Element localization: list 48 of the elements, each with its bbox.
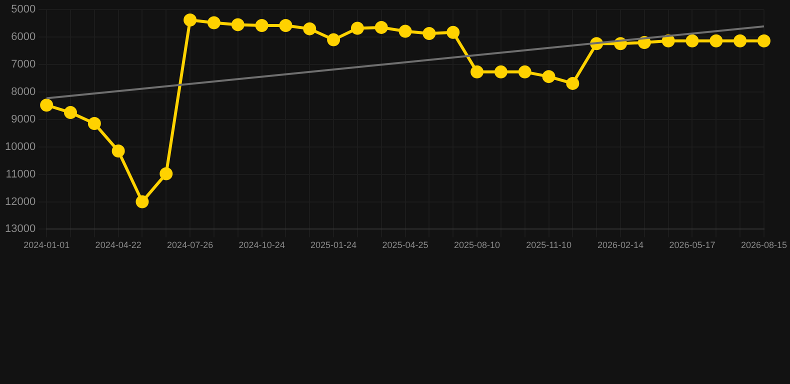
y-tick-label: 5000: [11, 4, 36, 16]
x-tick-label: 2025-04-25: [382, 240, 428, 250]
point: [446, 26, 460, 39]
x-tick-label: 2024-10-24: [238, 240, 285, 250]
point: [734, 34, 747, 48]
point: [398, 24, 412, 38]
x-tick-label: 2024-04-22: [95, 240, 142, 250]
point: [566, 76, 580, 90]
point: [279, 19, 292, 32]
point: [757, 34, 770, 48]
x-tick-label: 2026-05-17: [669, 240, 716, 250]
y-tick-label: 9000: [11, 113, 36, 126]
point: [64, 106, 77, 120]
x-tick-label: 2026-02-14: [597, 240, 644, 250]
point: [207, 16, 220, 30]
y-tick-label: 11000: [6, 168, 36, 180]
x-tick-label: 2024-07-26: [167, 240, 214, 250]
x-tick-label: 2025-11-10: [526, 240, 572, 250]
x-tick-label: 2024-01-01: [24, 240, 70, 250]
point: [542, 70, 556, 84]
point: [350, 22, 364, 35]
y-tick-label: 12000: [4, 196, 36, 208]
point: [231, 18, 244, 32]
point: [112, 144, 125, 158]
point: [470, 65, 484, 78]
point: [494, 65, 508, 78]
x-tick-label: 2026-08-15: [740, 240, 788, 250]
point: [184, 14, 197, 27]
y-tick-label: 8000: [11, 86, 36, 98]
point: [374, 20, 388, 34]
y-tick-label: 7000: [11, 58, 36, 71]
point: [518, 65, 532, 78]
x-tick-label: 2025-08-10: [454, 240, 500, 250]
point: [40, 98, 54, 112]
point: [88, 117, 101, 130]
point: [422, 26, 436, 40]
y-tick-label: 13000: [4, 223, 36, 236]
point: [686, 34, 699, 48]
point: [160, 167, 173, 180]
point: [303, 22, 316, 36]
point: [136, 195, 149, 208]
y-tick-label: 10000: [4, 140, 36, 153]
point: [710, 34, 723, 48]
point: [662, 34, 675, 48]
x-tick-label: 2025-01-24: [310, 240, 357, 250]
point: [327, 33, 340, 46]
y-tick-label: 6000: [11, 31, 36, 44]
point: [255, 19, 268, 32]
